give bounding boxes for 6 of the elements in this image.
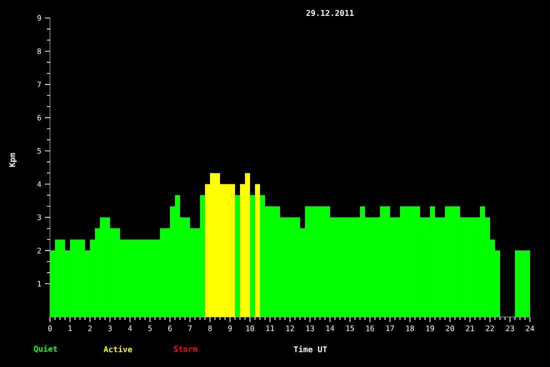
text: Active [104,346,132,352]
chart-title: 29.12.2011 [306,10,354,16]
x-axis-title: Time UT [294,346,327,352]
y-axis-title: Kpm [9,153,17,167]
text: Quiet [34,345,57,353]
text: Storm [174,346,198,352]
